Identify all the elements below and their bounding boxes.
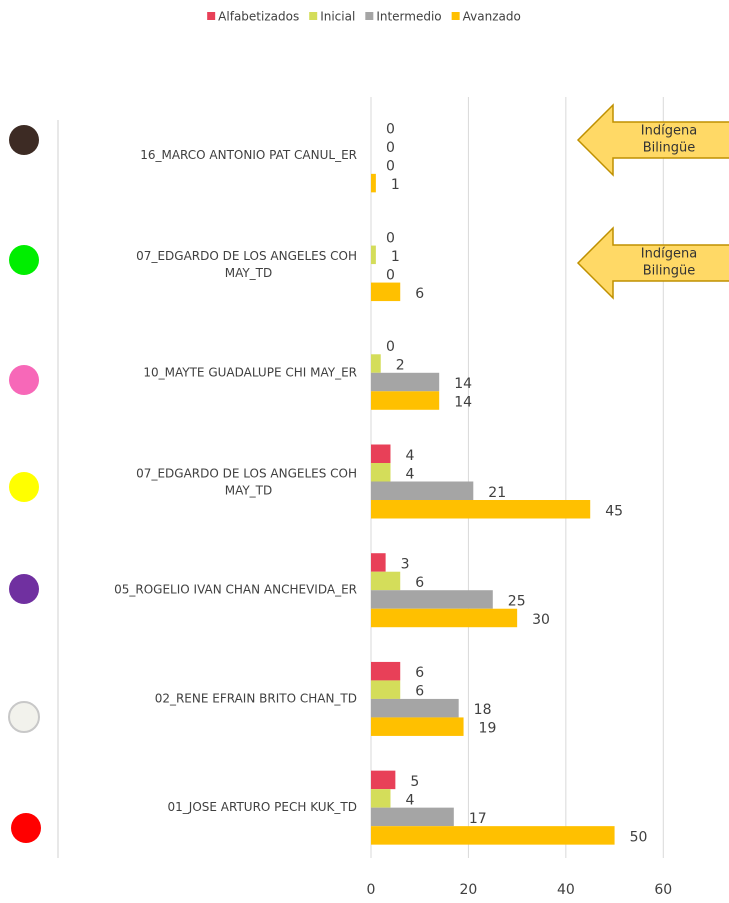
category-label: 05_ROGELIO IVAN CHAN ANCHEVIDA_ER [114, 583, 357, 597]
annotation-arrow [576, 103, 729, 177]
value-label: 0 [386, 140, 395, 156]
x-tick-label: 20 [460, 882, 478, 898]
category-label: 07_EDGARDO DE LOS ANGELES COH MAY_TD [136, 466, 357, 497]
annotation-arrow [576, 226, 729, 300]
marker-dot [9, 125, 39, 155]
bar [371, 807, 454, 827]
bar [371, 372, 440, 392]
legend-swatch [207, 12, 216, 20]
category-label: 02_RENE EFRAIN BRITO CHAN_TD [155, 691, 357, 705]
value-label: 0 [386, 267, 395, 283]
value-label: 0 [386, 122, 395, 138]
value-label: 4 [405, 792, 414, 808]
bar [371, 789, 391, 808]
category-label-line: MAY_TD [221, 483, 272, 497]
bar [371, 391, 440, 410]
x-tick-label: 40 [557, 882, 575, 898]
value-label: 4 [405, 448, 414, 464]
category-label: 10_MAYTE GUADALUPE CHI MAY_ER [143, 365, 357, 379]
value-label: 19 [479, 721, 497, 737]
bar [371, 590, 493, 609]
bar [371, 500, 591, 519]
category-label-line: 07_EDGARDO DE LOS ANGELES COH [136, 249, 357, 263]
legend-label: Intermedio [376, 10, 441, 24]
value-label: 1 [391, 177, 400, 193]
category-label-line: 07_EDGARDO DE LOS ANGELES COH [136, 466, 357, 480]
marker-dot [9, 245, 39, 275]
bar [371, 463, 391, 482]
bar [371, 661, 401, 681]
value-label: 6 [415, 286, 424, 302]
value-label: 1 [391, 249, 400, 265]
marker-dot [9, 574, 39, 604]
value-label: 17 [469, 811, 487, 827]
legend-label: Alfabetizados [218, 10, 299, 24]
bar [371, 571, 401, 591]
marker-dot [9, 365, 39, 395]
bar [371, 680, 401, 699]
bar [371, 698, 459, 718]
annotation-text: Bilingüe [643, 141, 695, 156]
value-label: 45 [605, 503, 623, 519]
legend-swatch [365, 12, 374, 20]
bar [371, 481, 474, 500]
bar [371, 282, 401, 302]
category-label-line: MAY_TD [221, 266, 272, 280]
marker-dot [11, 813, 41, 843]
value-label: 0 [386, 159, 395, 175]
category-label: 07_EDGARDO DE LOS ANGELES COH MAY_TD [136, 249, 357, 280]
category-label: 16_MARCO ANTONIO PAT CANUL_ER [140, 148, 357, 162]
value-label: 3 [401, 556, 410, 572]
value-label: 6 [415, 575, 424, 591]
legend-swatch [309, 12, 318, 20]
value-label: 30 [532, 612, 550, 628]
annotation-text: Indígena [641, 124, 697, 139]
value-label: 4 [405, 466, 414, 482]
category-label: 01_JOSE ARTURO PECH KUK_TD [168, 800, 357, 814]
x-tick-label: 0 [367, 882, 376, 898]
value-label: 14 [454, 376, 472, 392]
value-label: 50 [630, 829, 648, 845]
marker-dot [8, 701, 40, 733]
value-label: 0 [386, 230, 395, 246]
bar [371, 826, 615, 845]
value-label: 18 [474, 702, 492, 718]
bar [371, 553, 386, 572]
value-label: 5 [410, 774, 419, 790]
legend-swatch [451, 12, 460, 20]
value-label: 25 [508, 593, 526, 609]
bar [371, 608, 518, 628]
value-label: 6 [415, 684, 424, 700]
legend: Alfabetizados Inicial Intermedio Avanzado [207, 10, 521, 24]
value-label: 14 [454, 395, 472, 411]
marker-dot [9, 472, 39, 502]
legend-label: Avanzado [463, 10, 521, 24]
bar [371, 173, 376, 193]
bar [371, 717, 464, 736]
x-tick-label: 60 [654, 882, 672, 898]
bar [371, 354, 381, 373]
value-label: 6 [415, 665, 424, 681]
value-label: 0 [386, 339, 395, 355]
annotation-text: Bilingüe [643, 264, 695, 279]
bar [371, 770, 396, 790]
bar [371, 444, 391, 463]
value-label: 2 [396, 358, 405, 374]
legend-label: Inicial [320, 10, 355, 24]
annotation-text: Indígena [641, 247, 697, 262]
value-label: 21 [488, 485, 506, 501]
bar [371, 245, 376, 265]
